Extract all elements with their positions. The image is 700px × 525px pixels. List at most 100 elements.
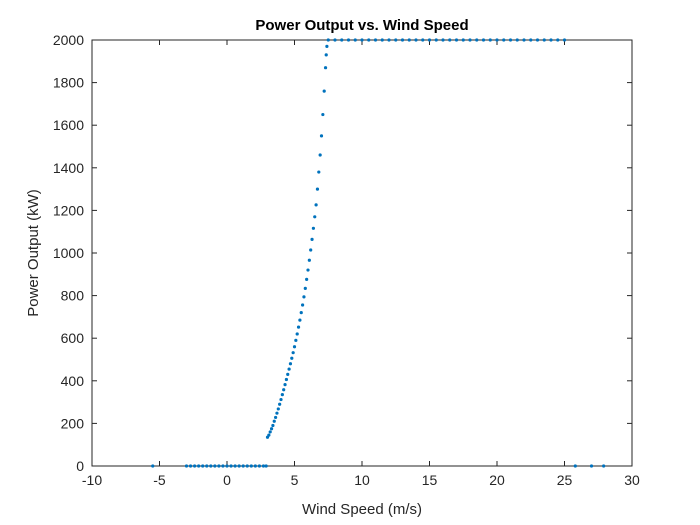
data-point [461,38,465,42]
data-point [549,38,553,42]
data-point [468,38,472,42]
x-tick-label: 25 [557,472,573,488]
data-point [279,397,283,402]
data-point [291,351,295,355]
data-point [272,419,276,423]
data-point [280,393,284,397]
data-point [562,38,567,42]
y-tick-label: 1000 [53,245,84,261]
data-point [502,38,506,42]
data-point [542,38,546,42]
data-point [229,464,233,468]
data-point [245,464,249,468]
data-point [414,38,418,42]
data-point [292,345,297,349]
data-point [264,464,268,468]
x-tick-label: -10 [82,472,102,488]
data-point [257,464,261,468]
data-point [299,311,303,315]
data-point [294,338,298,342]
data-point [237,464,241,468]
data-point [311,226,315,230]
data-point [360,38,364,42]
x-tick-label: 5 [291,472,299,488]
x-tick-label: 15 [422,472,438,488]
data-point [387,38,391,42]
data-point [290,356,294,360]
data-point [287,367,291,371]
data-point [221,464,225,468]
data-point [213,464,217,468]
data-point [522,38,526,42]
data-point [307,258,311,262]
data-point [333,38,337,42]
data-point [481,38,486,42]
data-point [400,38,405,42]
y-tick-label: 1200 [53,202,84,218]
y-tick-label: 1800 [53,75,84,91]
data-point [321,112,325,117]
data-point [313,215,317,219]
data-point [573,464,577,468]
data-point [427,38,432,42]
data-point [380,38,384,42]
chart-title: Power Output vs. Wind Speed [255,17,468,34]
y-tick-label: 2000 [53,32,84,48]
data-point [282,388,286,392]
data-point [184,464,189,468]
data-point [305,277,309,282]
data-point [367,38,371,42]
y-axis-label: Power Output (kW) [25,189,42,317]
data-point [302,295,306,299]
data-point [317,170,321,174]
data-point [340,38,344,42]
plot-area [91,39,633,467]
x-tick-label: -5 [153,472,166,488]
data-point [353,38,357,42]
data-point [193,464,197,468]
data-point [488,38,492,42]
data-point [201,464,205,468]
data-point [475,38,479,42]
data-point [323,66,328,70]
x-axis-label: Wind Speed (m/s) [302,501,422,518]
data-point [253,464,257,468]
data-point [441,38,445,42]
x-tick-label: 10 [354,472,370,488]
data-point [448,38,452,42]
data-point [319,134,324,138]
data-point [301,303,305,307]
data-point [407,38,411,42]
data-point [267,433,271,437]
data-point [454,38,459,42]
data-point [602,464,606,468]
data-point [325,44,329,48]
data-point [278,402,282,406]
data-point [394,38,398,42]
data-point [529,38,533,42]
data-point [306,268,310,272]
data-point [274,415,278,420]
data-point [275,411,279,415]
data-point [151,464,155,468]
x-tick-label: 0 [223,472,231,488]
y-tick-label: 600 [61,330,85,346]
data-point [309,248,313,252]
data-point [271,423,275,428]
data-point [556,38,560,42]
data-point [322,89,326,93]
data-point [283,383,287,387]
x-tick-label: 20 [489,472,505,488]
data-point [241,464,245,468]
data-point [434,38,438,42]
data-point [269,427,274,431]
data-point [324,53,328,57]
y-tick-label: 200 [61,415,85,431]
y-tick-label: 400 [61,373,85,389]
data-point [225,464,229,468]
data-point [298,318,302,322]
data-point [346,38,351,42]
data-point [205,464,209,468]
x-tick-label: 30 [624,472,640,488]
